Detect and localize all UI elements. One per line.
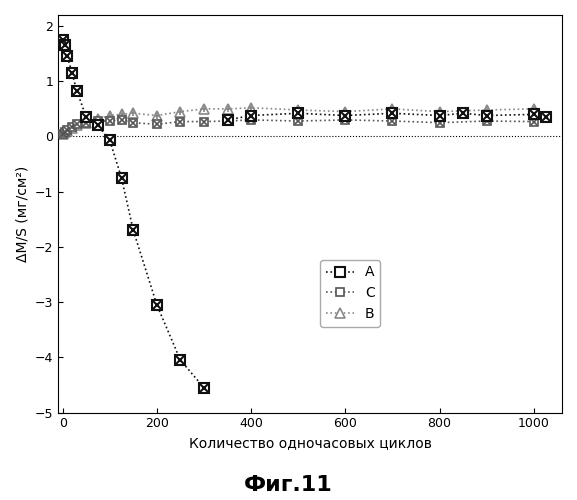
X-axis label: Количество одночасовых циклов: Количество одночасовых циклов xyxy=(189,436,432,450)
Legend: A, C, B: A, C, B xyxy=(320,260,380,327)
Text: Фиг.11: Фиг.11 xyxy=(244,475,333,495)
Y-axis label: ΔM/S (мг/см²): ΔM/S (мг/см²) xyxy=(15,166,29,262)
